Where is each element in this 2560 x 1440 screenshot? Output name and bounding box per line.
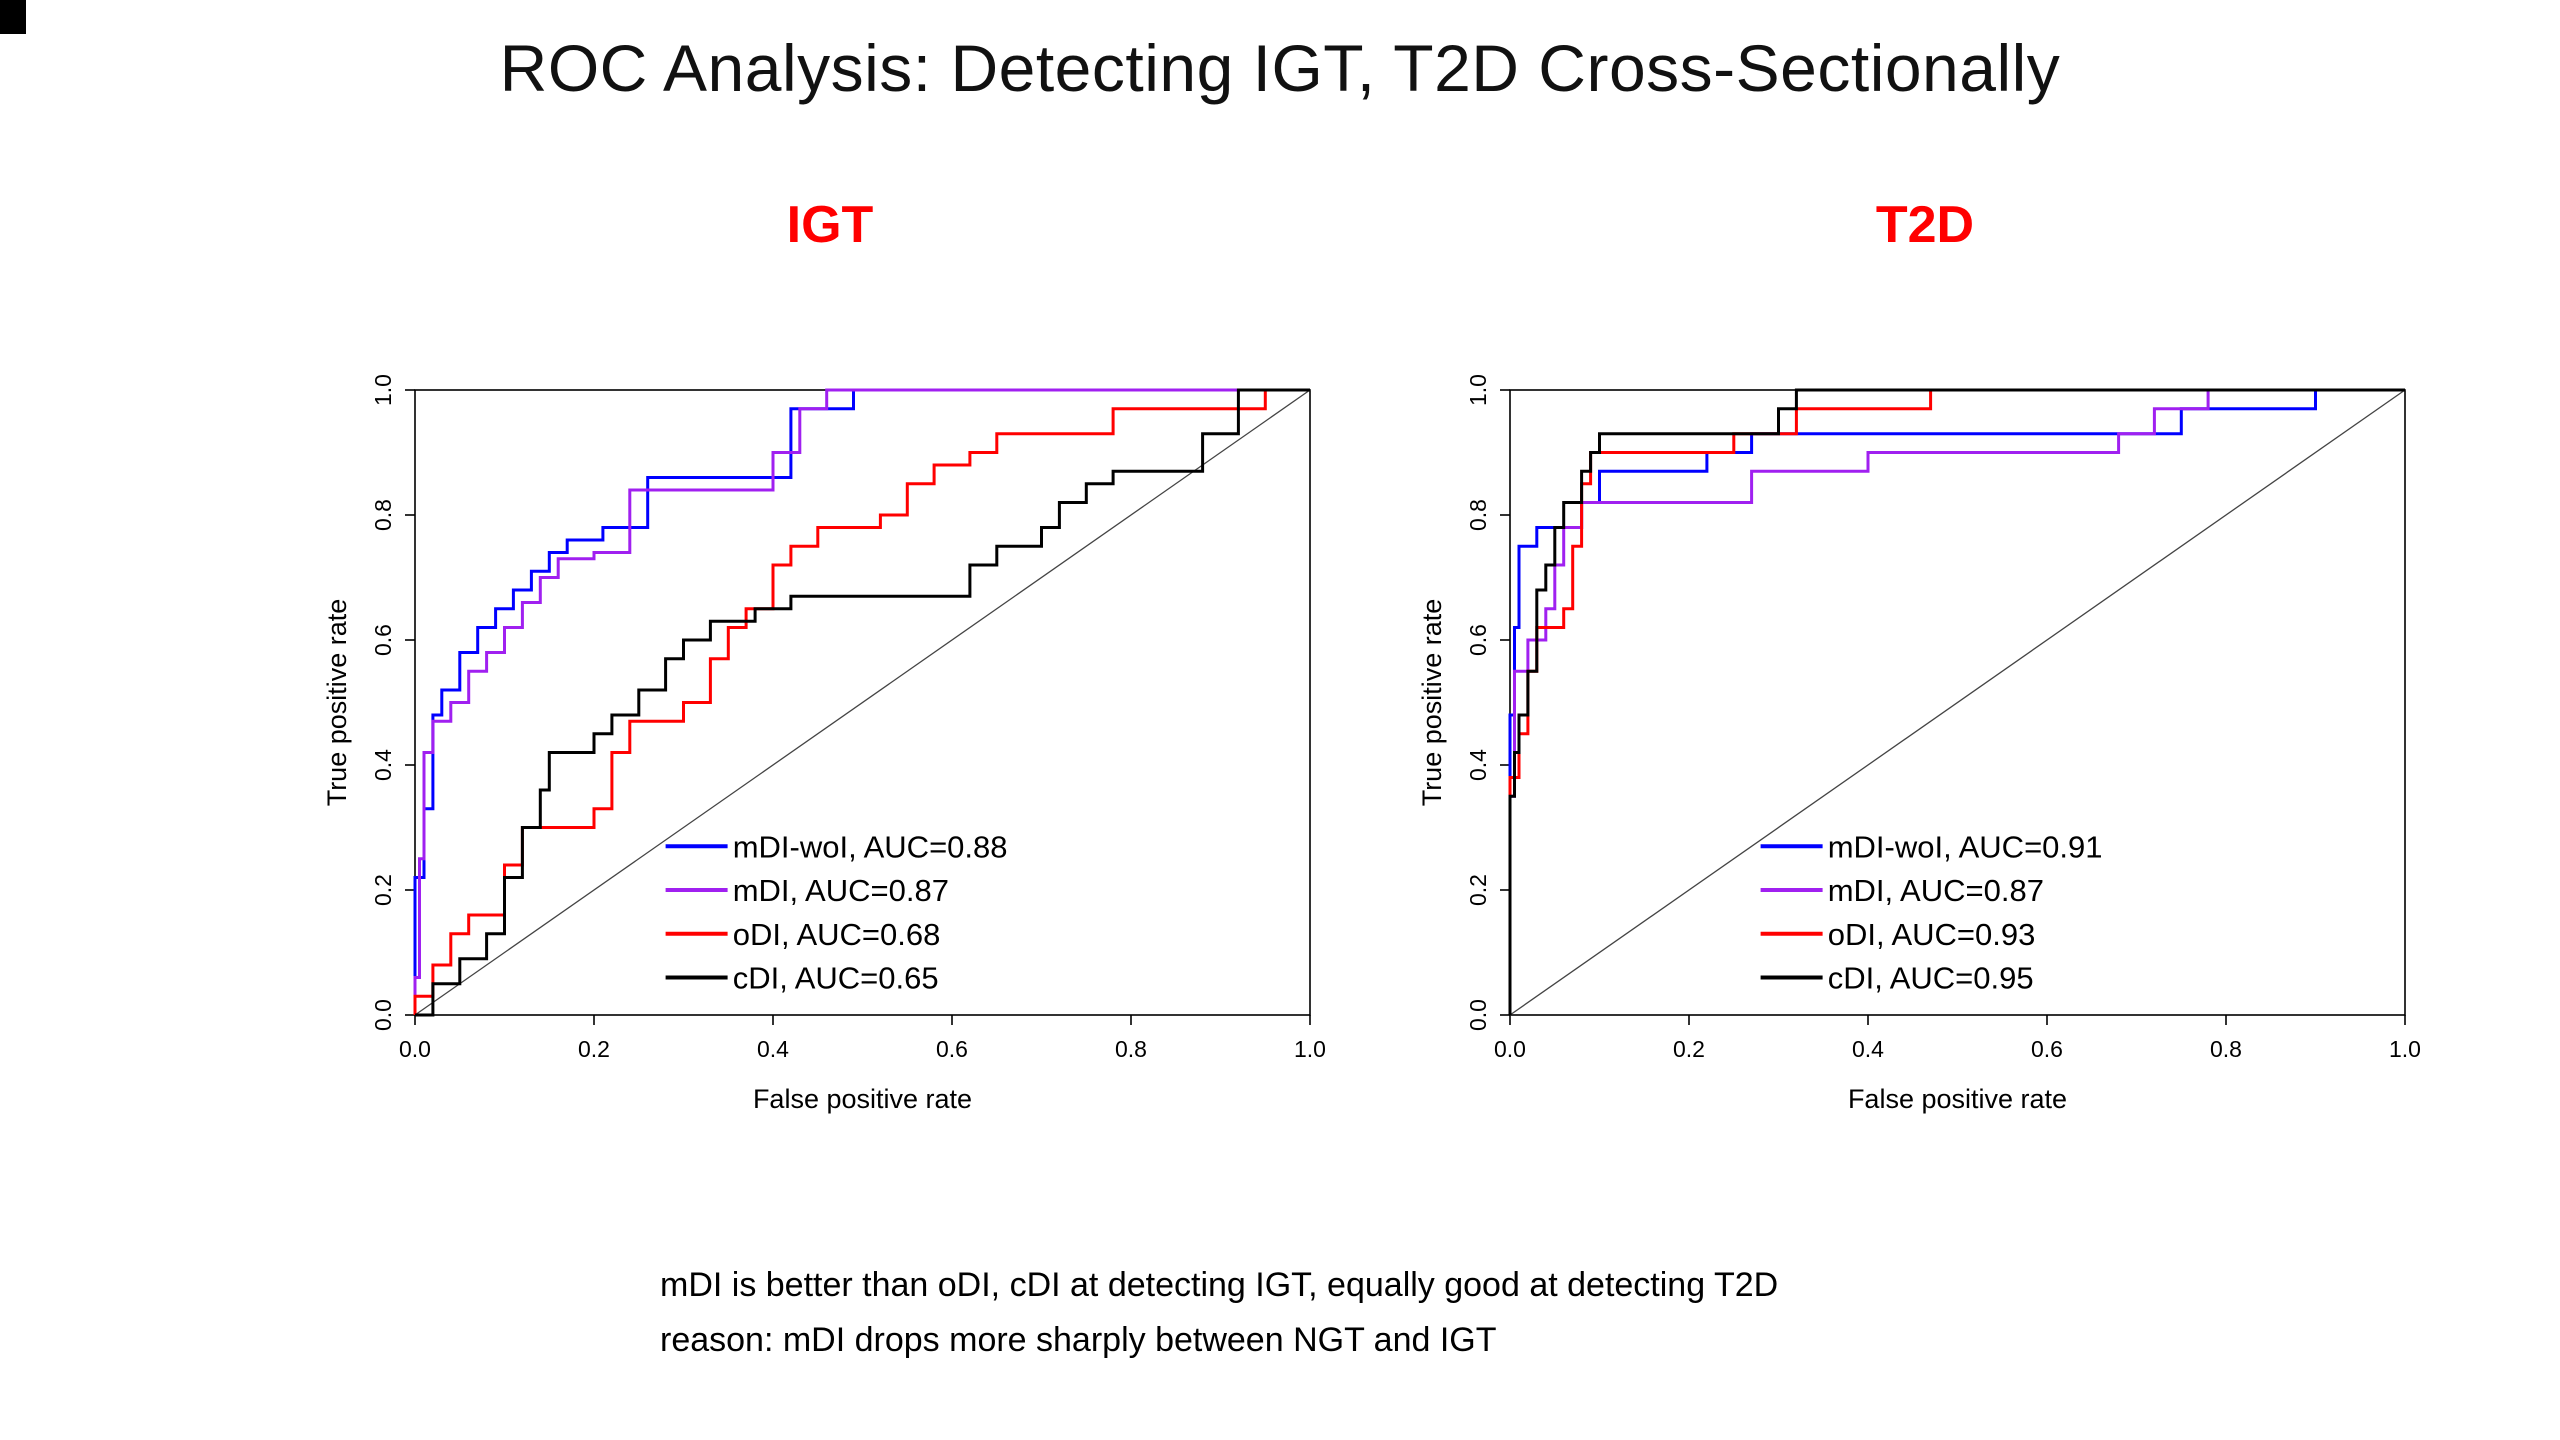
y-tick-label: 0.8: [1465, 499, 1491, 531]
roc-curve-cdi: [415, 388, 1310, 1017]
x-axis-label: False positive rate: [1848, 1084, 2067, 1114]
note-line-1: mDI is better than oDI, cDI at detecting…: [660, 1266, 1779, 1304]
y-tick-label: 0.2: [1465, 874, 1491, 906]
y-tick-label: 0.4: [1465, 749, 1491, 781]
corner-artifact: [0, 0, 26, 34]
notes: mDI is better than oDI, cDI at detecting…: [660, 1258, 1778, 1368]
igt-chart-title: IGT: [786, 196, 874, 254]
diagonal-reference-line: [1509, 389, 2406, 1016]
t2d-roc-chart: 0.0 0.2 0.4 0.6 0.8 1.0 0.0 0.2 0.4 0.6 0.8 1.0 Fals…: [1417, 374, 2421, 1114]
roc-curve-cdi: [1508, 388, 2405, 1015]
y-tick-label: 0.4: [370, 749, 396, 781]
x-tick-label: 0.6: [936, 1036, 968, 1062]
slide-title: ROC Analysis: Detecting IGT, T2D Cross-S…: [499, 31, 2061, 105]
x-tick-label: 0.2: [578, 1036, 610, 1062]
roc-curve-mdi-woi: [413, 388, 1310, 1015]
x-tick-label: 0.0: [1494, 1036, 1526, 1062]
legend-label-mdi: mDI, AUC=0.87: [733, 873, 949, 908]
legend-label-mdi: mDI, AUC=0.87: [1828, 873, 2044, 908]
roc-curve-odi: [1508, 388, 2405, 1015]
y-tick-label: 0.8: [370, 499, 396, 531]
igt-roc-chart: 0.0 0.2 0.4 0.6 0.8 1.0 0.0 0.2 0.4 0.6 0.8 1.0 Fals…: [322, 374, 1326, 1114]
legend-label-mdi-woi: mDI-woI, AUC=0.91: [1828, 829, 2103, 864]
x-tick-label: 0.4: [757, 1036, 789, 1062]
note-line-2: reason: mDI drops more sharply between N…: [660, 1321, 1497, 1359]
y-tick-label: 0.6: [370, 624, 396, 656]
y-tick-label: 0.0: [370, 999, 396, 1031]
legend-label-odi: oDI, AUC=0.68: [733, 917, 941, 952]
y-tick-label: 1.0: [370, 374, 396, 406]
igt-chart-block: IGT 0.0 0.2 0.4 0.6 0.8 1.0 0.0 0.2 0.4 0.6 0.8 1.0…: [320, 195, 1340, 1140]
legend-label-cdi: cDI, AUC=0.95: [1828, 961, 2034, 996]
x-axis-label: False positive rate: [753, 1084, 972, 1114]
diagonal-reference-line: [414, 389, 1311, 1016]
y-tick-label: 0.6: [1465, 624, 1491, 656]
t2d-chart-title: T2D: [1875, 196, 1975, 254]
legend-label-cdi: cDI, AUC=0.65: [733, 961, 939, 996]
y-axis-label: True positive rate: [322, 599, 352, 807]
y-tick-label: 0.2: [370, 874, 396, 906]
x-tick-label: 0.8: [1115, 1036, 1147, 1062]
legend-label-odi: oDI, AUC=0.93: [1828, 917, 2036, 952]
x-tick-label: 0.4: [1852, 1036, 1884, 1062]
legend-label-mdi-woi: mDI-woI, AUC=0.88: [733, 829, 1008, 864]
x-tick-label: 0.8: [2210, 1036, 2242, 1062]
x-tick-label: 1.0: [2389, 1036, 2421, 1062]
x-tick-label: 0.6: [2031, 1036, 2063, 1062]
y-axis-label: True positive rate: [1417, 599, 1447, 807]
x-tick-label: 1.0: [1294, 1036, 1326, 1062]
x-tick-label: 0.0: [399, 1036, 431, 1062]
y-tick-label: 0.0: [1465, 999, 1491, 1031]
roc-curve-odi: [413, 388, 1310, 1015]
x-tick-label: 0.2: [1673, 1036, 1705, 1062]
y-tick-label: 1.0: [1465, 374, 1491, 406]
t2d-chart-block: T2D 0.0 0.2 0.4 0.6 0.8 1.0 0.0 0.2 0.4 0.6 0.8 1.0…: [1415, 195, 2435, 1140]
roc-curve-mdi: [413, 388, 1310, 1015]
